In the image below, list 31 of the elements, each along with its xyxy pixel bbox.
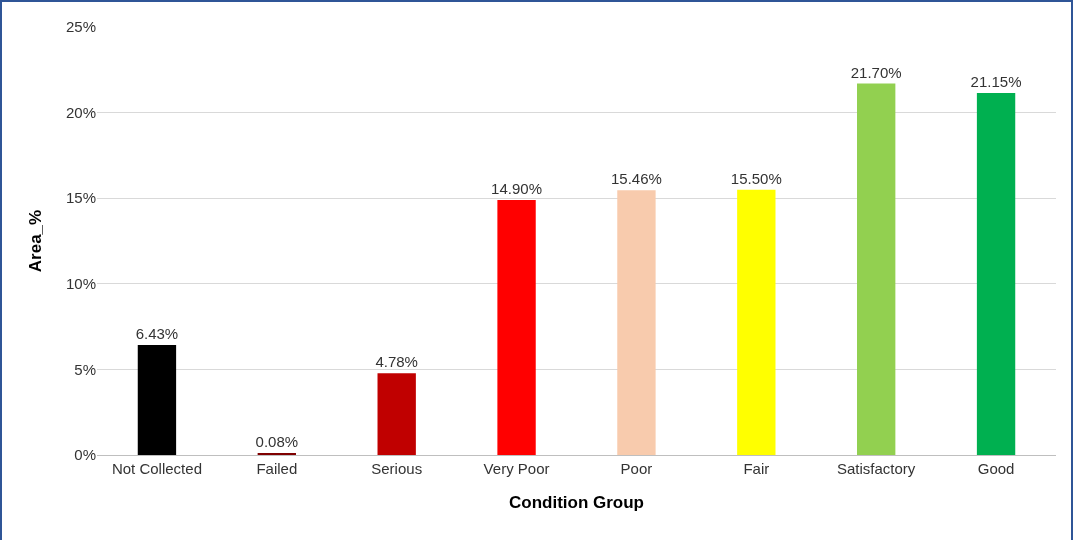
bar <box>617 190 656 455</box>
bar <box>976 92 1016 455</box>
y-tick-label: 20% <box>65 103 96 121</box>
x-tick-label: Failed <box>256 460 298 477</box>
x-tick-label: Serious <box>371 460 423 477</box>
y-axis-title: Area_% <box>25 209 45 273</box>
x-tick-label: Poor <box>620 460 653 477</box>
x-tick-label: Fair <box>743 460 770 477</box>
data-label: 6.43% <box>135 324 179 342</box>
bar <box>137 344 177 455</box>
data-label: 4.78% <box>375 353 418 371</box>
data-label: 15.46% <box>611 170 662 188</box>
data-label: 0.08% <box>255 433 299 450</box>
y-tick-label: 25% <box>65 18 96 36</box>
data-label: 21.15% <box>970 72 1022 90</box>
x-tick-label: Not Collected <box>111 460 202 477</box>
bar <box>377 373 416 455</box>
data-label: 15.50% <box>730 169 782 187</box>
y-tick-label: 5% <box>74 360 96 378</box>
data-label: 14.90% <box>491 179 542 197</box>
x-axis-title: Condition Group <box>508 493 645 513</box>
y-tick-label: 10% <box>65 275 96 293</box>
y-tick-label: 15% <box>65 189 96 207</box>
bar <box>737 189 776 455</box>
bar <box>857 83 896 455</box>
x-tick-label: Satisfactory <box>837 460 916 477</box>
bar <box>497 199 536 455</box>
data-label: 21.70% <box>850 63 902 81</box>
y-tick-label: 0% <box>74 446 96 464</box>
x-tick-label: Very Poor <box>483 460 550 477</box>
x-tick-label: Good <box>977 460 1015 477</box>
